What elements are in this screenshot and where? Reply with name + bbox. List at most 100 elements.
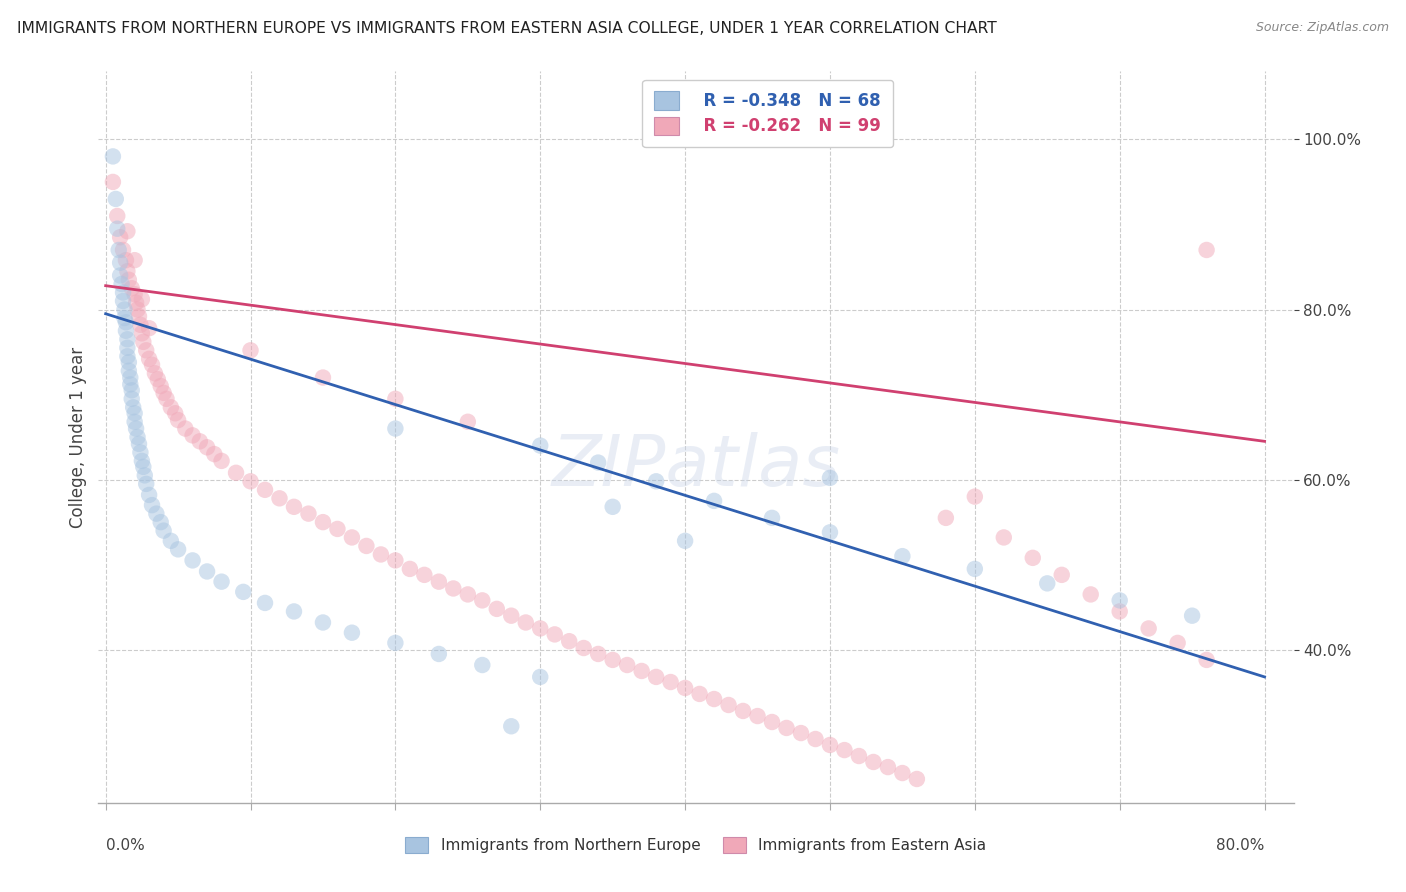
Point — [155, 392, 177, 406]
Point — [117, 349, 139, 363]
Point — [673, 681, 696, 695]
Point — [118, 273, 141, 287]
Point — [138, 321, 160, 335]
Point — [118, 355, 141, 369]
Point — [167, 542, 190, 557]
Point — [399, 562, 422, 576]
Point — [110, 277, 132, 291]
Point — [253, 596, 276, 610]
Text: 80.0%: 80.0% — [1216, 838, 1264, 853]
Point — [120, 377, 142, 392]
Point — [105, 209, 128, 223]
Text: 0.0%: 0.0% — [105, 838, 145, 853]
Point — [1036, 576, 1059, 591]
Point — [616, 658, 638, 673]
Point — [630, 664, 652, 678]
Point — [160, 533, 183, 548]
Point — [167, 413, 190, 427]
Point — [586, 647, 609, 661]
Point — [132, 459, 155, 474]
Point — [515, 615, 537, 630]
Point — [128, 437, 150, 451]
Point — [384, 421, 406, 435]
Point — [485, 602, 508, 616]
Legend: Immigrants from Northern Europe, Immigrants from Eastern Asia: Immigrants from Northern Europe, Immigra… — [398, 830, 994, 861]
Point — [731, 704, 754, 718]
Point — [1080, 587, 1102, 601]
Point — [232, 585, 254, 599]
Point — [356, 539, 378, 553]
Point — [457, 415, 479, 429]
Point — [124, 253, 146, 268]
Point — [935, 511, 957, 525]
Point — [152, 524, 174, 538]
Point — [818, 525, 841, 540]
Point — [149, 379, 172, 393]
Y-axis label: College, Under 1 year: College, Under 1 year — [69, 346, 87, 528]
Point — [703, 692, 725, 706]
Point — [135, 476, 157, 491]
Point — [471, 593, 494, 607]
Point — [127, 430, 149, 444]
Point — [125, 421, 148, 435]
Point — [586, 456, 609, 470]
Point — [145, 507, 167, 521]
Point — [125, 295, 148, 310]
Point — [124, 415, 146, 429]
Point — [283, 604, 305, 618]
Point — [131, 454, 153, 468]
Point — [1195, 653, 1218, 667]
Point — [124, 406, 146, 420]
Point — [384, 636, 406, 650]
Point — [905, 772, 928, 786]
Point — [340, 625, 363, 640]
Point — [645, 475, 668, 489]
Point — [993, 531, 1015, 545]
Point — [659, 675, 682, 690]
Point — [326, 522, 349, 536]
Point — [818, 738, 841, 752]
Point — [129, 318, 152, 332]
Point — [1167, 636, 1189, 650]
Point — [121, 281, 143, 295]
Point — [165, 406, 187, 420]
Point — [105, 221, 128, 235]
Point — [1022, 550, 1045, 565]
Point — [211, 574, 233, 589]
Point — [117, 264, 139, 278]
Point — [239, 343, 262, 358]
Point — [117, 332, 139, 346]
Point — [127, 302, 149, 317]
Point — [818, 471, 841, 485]
Point — [115, 324, 138, 338]
Point — [963, 562, 986, 576]
Point — [118, 364, 141, 378]
Point — [384, 392, 406, 406]
Point — [529, 670, 551, 684]
Point — [804, 731, 827, 746]
Point — [138, 351, 160, 366]
Point — [761, 714, 783, 729]
Point — [529, 622, 551, 636]
Point — [340, 531, 363, 545]
Point — [747, 709, 769, 723]
Point — [128, 310, 150, 324]
Point — [963, 490, 986, 504]
Point — [501, 719, 523, 733]
Point — [834, 743, 856, 757]
Point — [211, 454, 233, 468]
Point — [195, 440, 218, 454]
Point — [645, 670, 668, 684]
Point — [239, 475, 262, 489]
Point — [673, 533, 696, 548]
Point — [370, 548, 392, 562]
Point — [114, 311, 136, 326]
Point — [121, 392, 143, 406]
Point — [115, 253, 138, 268]
Point — [112, 243, 135, 257]
Point — [891, 766, 914, 780]
Point — [202, 447, 225, 461]
Text: ZIPatlas: ZIPatlas — [551, 432, 841, 500]
Point — [269, 491, 291, 506]
Point — [1050, 567, 1073, 582]
